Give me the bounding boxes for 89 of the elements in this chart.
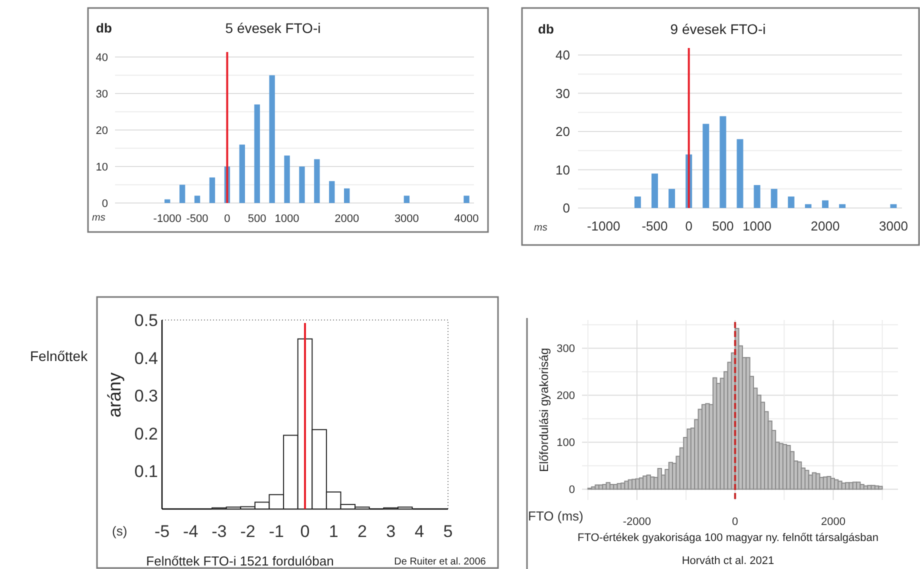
- x-tick-label: 1000: [742, 218, 772, 234]
- y-tick-label: 30: [96, 88, 108, 100]
- bar: [668, 188, 676, 208]
- y-tick-label: 30: [556, 86, 570, 101]
- bar: [179, 184, 186, 203]
- chart-title: 9 évesek FTO-i: [670, 20, 766, 37]
- x-tick-label: -2: [240, 522, 256, 541]
- y-tick-label: 0.5: [134, 310, 158, 330]
- x-tick-label: 2000: [810, 218, 840, 234]
- y-axis-title: arány: [104, 372, 124, 418]
- bar: [720, 116, 726, 208]
- bar: [254, 104, 260, 203]
- x-tick-label: 3000: [394, 212, 419, 225]
- bar: [314, 159, 320, 203]
- y-tick-label: 200: [556, 390, 575, 402]
- x-tick-label: 4000: [454, 212, 479, 225]
- x-tick-label: -500: [642, 218, 668, 234]
- bar: [839, 204, 846, 208]
- x-tick-label: 0: [685, 218, 692, 234]
- x-tick-label: -1000: [153, 212, 182, 225]
- x-tick-label: 1000: [274, 212, 300, 225]
- y-tick-label: 0: [568, 484, 575, 496]
- bar: [788, 196, 794, 208]
- x-tick-label: -3: [212, 522, 227, 541]
- y-tick-label: 100: [556, 437, 575, 450]
- text: Horváth ct al. 2021: [682, 554, 774, 567]
- y-axis-title: Előfordulási gyakoriság: [537, 348, 552, 472]
- x-tick-label: 0: [732, 516, 738, 528]
- bar: [651, 174, 658, 208]
- x-tick-label: -500: [186, 212, 208, 225]
- y-tick-label: 0.4: [134, 348, 158, 368]
- text: FTO-értékek gyakorisága 100 magyar ny. felnőtt társalgásban: [577, 532, 879, 544]
- bar: [299, 166, 305, 203]
- x-tick-label: -2000: [622, 516, 652, 528]
- bar: [344, 188, 350, 203]
- y-tick-label: 0.2: [134, 424, 158, 444]
- x-tick-label: -1000: [586, 218, 620, 234]
- bar: [404, 196, 410, 203]
- bar: [239, 144, 245, 203]
- x-tick-label: -5: [154, 522, 170, 541]
- x-axis-title: ms: [92, 212, 106, 224]
- x-axis-title: ms: [534, 222, 548, 234]
- y-tick-label: 40: [96, 52, 108, 64]
- bar: [890, 204, 897, 208]
- y-tick-label: 0.1: [134, 462, 158, 482]
- text: De Ruiter et al. 2006: [394, 556, 486, 568]
- x-tick-label: 5: [443, 522, 453, 541]
- bar: [822, 200, 829, 208]
- y-tick-label: 40: [556, 48, 570, 63]
- bar: [736, 139, 744, 208]
- x-tick-label: -1: [268, 522, 284, 541]
- x-axis-title: FTO (ms): [528, 508, 584, 524]
- x-tick-label: 2: [357, 522, 367, 541]
- text: Felnőttek: [30, 348, 89, 364]
- y-tick-label: 10: [96, 161, 108, 174]
- bar: [269, 75, 275, 203]
- y-axis-title: db: [538, 22, 554, 37]
- y-tick-label: 300: [556, 343, 575, 356]
- y-tick-label: 0.3: [134, 386, 158, 406]
- bar: [209, 177, 216, 203]
- x-tick-label: 3000: [879, 218, 908, 234]
- x-tick-label: 3: [386, 522, 396, 541]
- text: Felnőttek FTO-i 1521 fordulóban: [146, 554, 334, 569]
- bar: [804, 204, 812, 208]
- y-axis-title: db: [96, 20, 112, 36]
- x-tick-label: -4: [183, 522, 198, 541]
- bar: [194, 196, 200, 203]
- bar: [702, 124, 710, 208]
- x-tick-label: 4: [414, 522, 424, 541]
- y-tick-label: 20: [556, 124, 570, 140]
- x-tick-label: 2000: [820, 516, 846, 528]
- bar: [284, 156, 290, 203]
- bar: [329, 181, 335, 203]
- x-tick-label: 0: [300, 522, 310, 541]
- x-axis-title: (s): [112, 524, 128, 539]
- bar: [464, 196, 470, 203]
- x-tick-label: 0: [224, 212, 230, 225]
- x-tick-label: 2000: [334, 212, 360, 225]
- x-tick-label: 500: [248, 212, 266, 225]
- bar: [770, 188, 778, 208]
- bar: [634, 196, 641, 208]
- y-tick-label: 10: [556, 162, 570, 178]
- bar: [164, 199, 170, 203]
- y-tick-label: 0: [102, 198, 108, 210]
- chart-title: 5 évesek FTO-i: [225, 20, 321, 36]
- x-tick-label: 500: [712, 218, 734, 234]
- bar: [754, 185, 760, 208]
- y-tick-label: 20: [96, 124, 108, 137]
- x-tick-label: 1: [328, 522, 338, 541]
